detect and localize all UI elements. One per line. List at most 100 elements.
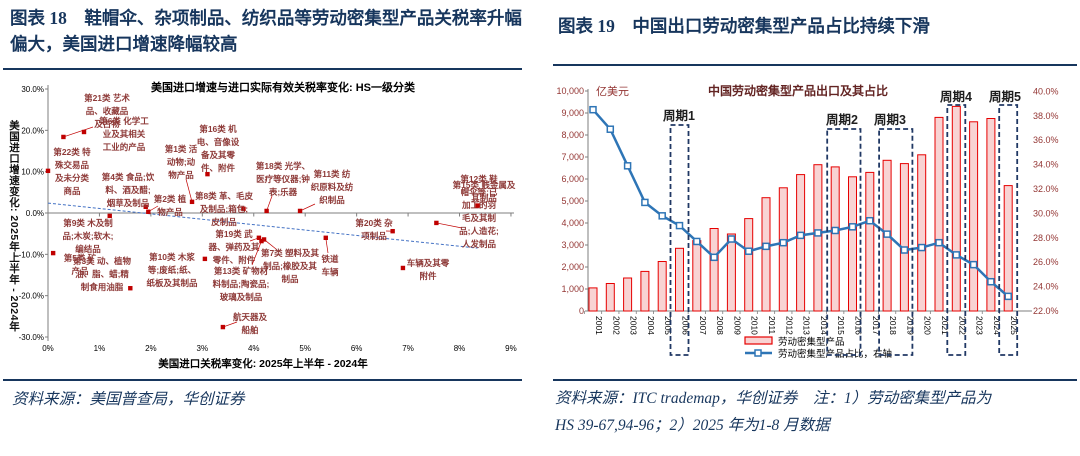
legend-line-marker <box>754 349 762 357</box>
combo-right-tick-label: 24.0% <box>1033 282 1059 292</box>
export-bar <box>778 187 788 312</box>
scatter-point-label: 料、酒及醋; <box>105 185 151 195</box>
export-bar <box>865 171 875 312</box>
scatter-point-label: 品、收藏品 <box>86 106 129 116</box>
legend-bar-swatch <box>744 336 773 345</box>
export-bar <box>588 287 598 312</box>
share-line-marker <box>589 105 597 114</box>
share-line-marker <box>710 253 718 262</box>
combo-right-tick-label: 30.0% <box>1033 208 1059 218</box>
figure-19-title: 图表 19 中国出口劳动密集型产品占比持续下滑 <box>558 16 930 36</box>
scatter-point <box>264 208 269 214</box>
scatter-point-label: 其制品 <box>471 193 497 203</box>
export-bar <box>744 218 754 312</box>
scatter-point <box>256 235 262 240</box>
combo-year-label: 2021 <box>940 316 950 335</box>
share-line-marker <box>935 238 943 247</box>
combo-left-tick-label: 5,000 <box>561 196 584 206</box>
scatter-x-tick-label: 4% <box>248 344 260 353</box>
export-bar <box>813 164 823 312</box>
combo-right-tick-label: 38.0% <box>1033 111 1059 121</box>
combo-right-tick-label: 26.0% <box>1033 257 1059 267</box>
cycle-label: 周期5 <box>989 89 1021 104</box>
share-line-marker <box>969 260 978 269</box>
scatter-point-label: 项制品 <box>361 231 387 241</box>
scatter-point-label: 第18类 光学、 <box>256 161 310 171</box>
scatter-point <box>323 235 328 240</box>
share-line-marker <box>1004 292 1012 301</box>
export-bar <box>899 163 909 312</box>
scatter-x-axis-title: 美国进口关税率变化: 2025年上半年 - 2024年 <box>158 357 368 370</box>
scatter-point <box>220 324 226 330</box>
scatter-callout-line <box>299 203 316 212</box>
share-line-marker <box>658 212 666 220</box>
scatter-point <box>297 208 303 214</box>
scatter-x-tick-label: 3% <box>197 344 209 353</box>
scatter-callout-line <box>436 222 463 229</box>
export-bar <box>657 261 667 312</box>
scatter-point-label: 制品 <box>281 274 299 284</box>
figure-18-source-rule <box>3 379 522 381</box>
combo-left-tick-label: 7,000 <box>561 152 584 162</box>
scatter-x-tick-label: 6% <box>351 344 363 353</box>
cycle-box <box>878 128 914 356</box>
export-bar <box>675 247 684 312</box>
scatter-point-label: 物产品 <box>168 170 194 180</box>
scatter-point-label: 纸板及其制品 <box>146 278 198 288</box>
combo-year-label: 2024 <box>992 316 1002 335</box>
scatter-callout-line <box>185 178 193 202</box>
scatter-callout-line <box>325 237 329 254</box>
combo-year-label: 2025 <box>1009 316 1019 335</box>
scatter-point <box>390 228 395 234</box>
combo-title: 中国劳动密集型产品出口及其占比 <box>708 83 888 98</box>
combo-year-label: 2010 <box>750 316 760 335</box>
scatter-point <box>143 204 148 210</box>
combo-left-tick-label: 6,000 <box>561 174 584 184</box>
scatter-point-label: 品;人造花; <box>459 226 499 236</box>
scatter-point <box>434 220 439 226</box>
combo-year-label: 2014 <box>819 316 829 335</box>
scatter-point-label: 制食用油脂 <box>81 282 124 292</box>
cycle-label: 周期2 <box>826 112 858 127</box>
share-line-marker <box>883 230 891 238</box>
combo-year-label: 2022 <box>957 316 967 335</box>
combo-right-tick-label: 36.0% <box>1033 135 1059 145</box>
combo-year-label: 2015 <box>836 316 846 335</box>
scatter-point <box>205 171 210 177</box>
export-bar <box>986 118 996 312</box>
scatter-point-label: 第20类 杂 <box>355 218 393 228</box>
scatter-point-label: 器、弹药及其 <box>207 242 260 252</box>
scatter-point-label: 第10类 木浆 <box>149 252 195 262</box>
share-line-marker <box>675 221 684 230</box>
scatter-title: 美国进口增速与进口实际有效关税率变化: HS一级分类 <box>151 80 416 94</box>
scatter-callout-line <box>266 195 273 212</box>
scatter-x-tick-label: 8% <box>454 344 466 353</box>
combo-left-tick-label: 9,000 <box>561 108 584 118</box>
figure-18-panel: 图表 18 鞋帽伞、杂项制品、纺织品等劳动密集型产品关税率升幅偏大，美国进口增速… <box>3 8 522 408</box>
figure-18-source: 资料来源：美国普查局，华创证券 <box>12 391 245 408</box>
scatter-point-label: 第13类 矿物材 <box>214 266 269 276</box>
scatter-point-label: 第4类 食品;饮 <box>102 172 155 182</box>
scatter-point <box>50 250 56 256</box>
scatter-y-tick-label: 0.0% <box>26 209 44 218</box>
combo-year-label: 2008 <box>715 316 725 335</box>
scatter-point-label: 第1类 活 <box>165 144 198 154</box>
combo-right-tick-label: 32.0% <box>1033 184 1059 194</box>
scatter-point-label: 第15类 贱金属及 <box>453 180 516 190</box>
combo-right-tick-label: 22.0% <box>1033 306 1059 316</box>
export-bar <box>761 197 771 312</box>
scatter-point-label: 产品 <box>71 266 89 276</box>
combo-year-label: 2017 <box>871 316 881 335</box>
combo-left-tick-label: 10,000 <box>556 86 584 96</box>
cycle-box <box>669 124 690 356</box>
combo-year-label: 2007 <box>698 316 708 335</box>
scatter-point-label: 帽伞等;已 <box>461 187 498 197</box>
combo-year-label: 2001 <box>594 316 604 335</box>
scatter-x-tick-label: 0% <box>42 344 54 353</box>
combo-right-tick-label: 34.0% <box>1033 160 1059 170</box>
scatter-y-tick-label: -20.0% <box>19 292 44 301</box>
export-bar <box>830 166 840 312</box>
scatter-callout-line <box>222 321 238 328</box>
scatter-point <box>202 256 208 262</box>
scatter-point-label: 品;木炭;软木; <box>63 231 114 241</box>
